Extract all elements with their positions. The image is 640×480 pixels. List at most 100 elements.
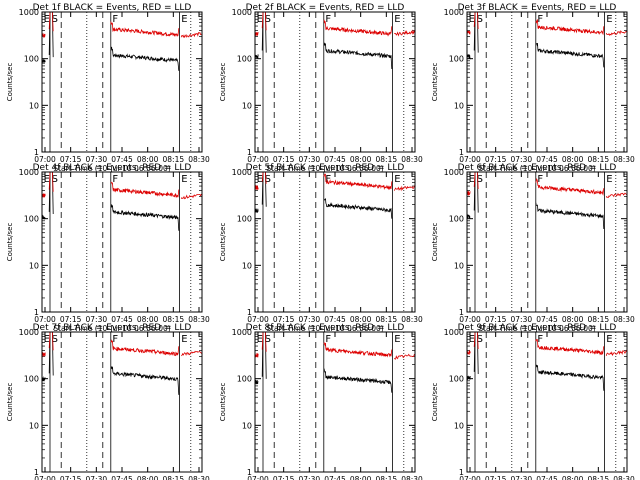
event-marker-label: E bbox=[469, 174, 475, 185]
x-tick-label: 07:15 bbox=[273, 475, 295, 480]
x-tick-label: 08:30 bbox=[401, 315, 423, 324]
y-tick-label: 10 bbox=[29, 421, 39, 430]
x-axis-label: Start Time (10-Jul-10 06:56:00) bbox=[266, 324, 383, 333]
y-tick-label: 100 bbox=[24, 55, 39, 64]
lld-series-line bbox=[393, 185, 416, 192]
event-marker-label: E bbox=[257, 174, 263, 185]
plot-frame bbox=[41, 11, 203, 153]
y-tick-label: 1000 bbox=[232, 168, 252, 177]
y-tick-label: 100 bbox=[449, 375, 464, 384]
lld-series-line bbox=[254, 352, 259, 358]
x-tick-label: 07:30 bbox=[511, 315, 533, 324]
x-tick-label: 08:15 bbox=[376, 155, 398, 164]
events-series-line bbox=[41, 214, 46, 220]
events-series-line bbox=[466, 375, 471, 381]
y-tick-label: 1000 bbox=[19, 168, 39, 177]
x-tick-label: 08:30 bbox=[613, 155, 635, 164]
event-marker-label: S bbox=[52, 334, 58, 345]
lld-series-line bbox=[110, 181, 180, 198]
x-tick-label: 08:00 bbox=[562, 315, 584, 324]
event-marker-label: F bbox=[537, 174, 543, 185]
x-tick-label: 08:30 bbox=[613, 475, 635, 480]
x-tick-label: 07:00 bbox=[459, 155, 481, 164]
x-tick-label: 07:15 bbox=[60, 315, 82, 324]
event-marker-label: F bbox=[537, 334, 543, 345]
lld-series-line bbox=[180, 31, 203, 39]
events-series-line bbox=[323, 198, 393, 219]
x-tick-label: 07:30 bbox=[86, 315, 108, 324]
x-tick-label: 07:15 bbox=[60, 475, 82, 480]
lld-series-line bbox=[605, 30, 628, 37]
events-series-line bbox=[110, 46, 180, 71]
plot-frame bbox=[254, 11, 416, 153]
x-tick-label: 08:00 bbox=[350, 315, 372, 324]
panel-title: Det 4f BLACK = Events, RED = LLD bbox=[33, 163, 192, 173]
lld-series-line bbox=[181, 350, 203, 357]
event-marker-label: F bbox=[112, 334, 118, 345]
x-tick-label: 08:00 bbox=[350, 475, 372, 480]
panel-title: Det 1f BLACK = Events, RED = LLD bbox=[33, 3, 192, 13]
y-tick-label: 1000 bbox=[444, 8, 464, 17]
event-marker-label: F bbox=[325, 14, 331, 25]
event-marker-label: S bbox=[265, 174, 271, 185]
x-tick-label: 08:00 bbox=[137, 315, 159, 324]
events-series-line bbox=[254, 379, 259, 385]
y-tick-label: 1000 bbox=[19, 8, 39, 17]
y-tick-label: 1 bbox=[34, 308, 39, 317]
lld-series-line bbox=[41, 193, 46, 198]
lld-series-line bbox=[110, 339, 180, 357]
y-tick-label: 1 bbox=[247, 308, 252, 317]
x-tick-label: 07:00 bbox=[459, 315, 481, 324]
x-tick-label: 08:15 bbox=[588, 155, 610, 164]
y-axis-label: Counts/sec bbox=[219, 63, 227, 102]
x-tick-label: 08:00 bbox=[562, 155, 584, 164]
x-tick-label: 07:00 bbox=[34, 475, 56, 480]
event-marker-label: F bbox=[537, 14, 543, 25]
x-tick-label: 08:30 bbox=[401, 475, 423, 480]
lld-series-line bbox=[41, 33, 46, 39]
event-marker-label: F bbox=[325, 334, 331, 345]
x-tick-label: 08:00 bbox=[562, 475, 584, 480]
lld-series-line bbox=[323, 173, 393, 191]
y-tick-label: 100 bbox=[449, 55, 464, 64]
y-tick-label: 100 bbox=[237, 215, 252, 224]
y-tick-label: 100 bbox=[237, 375, 252, 384]
x-tick-label: 08:15 bbox=[163, 155, 185, 164]
detector-panel: Det 4f BLACK = Events, RED = LLD Counts/s… bbox=[6, 163, 210, 333]
detector-panel: Det 1f BLACK = Events, RED = LLD Counts/s… bbox=[6, 3, 210, 173]
x-tick-label: 07:00 bbox=[247, 475, 269, 480]
detector-panel: Det 7f BLACK = Events, RED = LLD Counts/s… bbox=[6, 323, 210, 480]
event-marker-label: F bbox=[325, 174, 331, 185]
y-tick-label: 1000 bbox=[232, 328, 252, 337]
y-axis-label: Counts/sec bbox=[431, 383, 439, 422]
lld-series-line bbox=[394, 29, 416, 37]
events-series-line bbox=[110, 204, 180, 231]
x-tick-label: 07:30 bbox=[299, 155, 321, 164]
x-tick-label: 08:15 bbox=[163, 475, 185, 480]
x-tick-label: 07:45 bbox=[324, 155, 346, 164]
event-marker-label: E bbox=[44, 174, 50, 185]
y-tick-label: 10 bbox=[454, 421, 464, 430]
y-tick-label: 1000 bbox=[232, 8, 252, 17]
y-tick-label: 100 bbox=[449, 215, 464, 224]
event-marker-label: E bbox=[181, 174, 187, 185]
event-marker-label: F bbox=[112, 14, 118, 25]
x-tick-label: 07:45 bbox=[111, 155, 133, 164]
x-tick-label: 07:45 bbox=[536, 475, 558, 480]
event-marker-label: S bbox=[477, 334, 483, 345]
y-tick-label: 100 bbox=[237, 55, 252, 64]
y-tick-label: 1000 bbox=[444, 168, 464, 177]
x-tick-label: 07:00 bbox=[247, 155, 269, 164]
lld-series-line bbox=[605, 349, 628, 357]
plot-frame bbox=[41, 171, 203, 313]
lld-series-line bbox=[41, 351, 46, 358]
y-tick-label: 10 bbox=[29, 101, 39, 110]
event-marker-label: E bbox=[257, 334, 263, 345]
plot-frame bbox=[254, 331, 416, 473]
lld-series-line bbox=[535, 177, 605, 196]
y-axis-label: Counts/sec bbox=[6, 383, 14, 422]
x-tick-label: 07:45 bbox=[536, 155, 558, 164]
detector-panel: Det 9f BLACK = Events, RED = LLD Counts/s… bbox=[431, 323, 635, 480]
x-tick-label: 07:30 bbox=[299, 315, 321, 324]
x-tick-label: 07:45 bbox=[324, 315, 346, 324]
